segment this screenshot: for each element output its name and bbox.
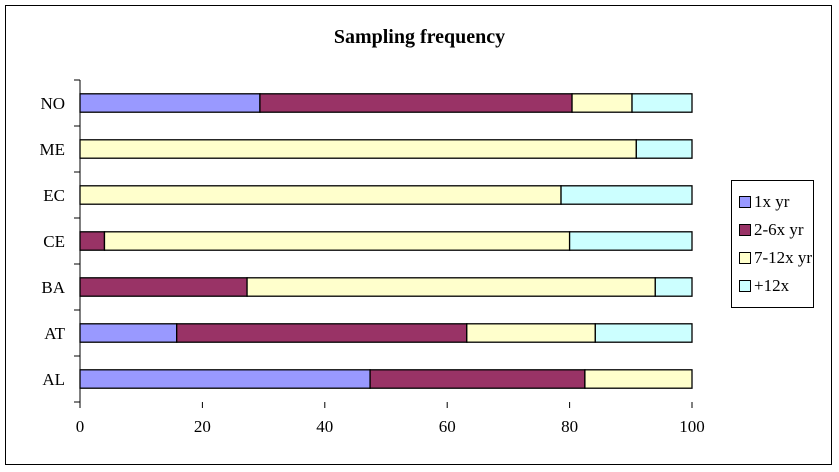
x-tick-label-100: 100 (679, 417, 705, 436)
x-tick-label-40: 40 (316, 417, 333, 436)
y-tick-label-me: ME (40, 140, 66, 159)
legend-label-2-6x-yr: 2-6x yr (754, 220, 804, 239)
y-tick-label-ce: CE (43, 232, 65, 251)
bar-ba-series-2 (246, 277, 656, 297)
x-tick-label-80: 80 (561, 417, 578, 436)
bar-no-series-1 (259, 93, 573, 113)
bar-ec-series-3 (560, 185, 693, 205)
y-tick-label-at: AT (44, 324, 65, 343)
legend-swatch-plus-12x (739, 280, 751, 292)
bar-at-series-2 (466, 323, 596, 343)
bar-ba-series-3 (654, 277, 693, 297)
bar-at-series-3 (594, 323, 693, 343)
bar-al-series-0 (79, 369, 371, 389)
y-tick-label-ec: EC (43, 186, 65, 205)
legend-item-1x-yr: 1x yr (739, 192, 790, 211)
legend: 1x yr 2-6x yr 7-12x yr +12x (731, 180, 814, 308)
legend-swatch-2-6x-yr (739, 224, 751, 236)
x-tick-label-0: 0 (76, 417, 85, 436)
bar-me-series-3 (635, 139, 693, 159)
x-tick-label-20: 20 (194, 417, 211, 436)
bar-no-series-3 (631, 93, 693, 113)
legend-label-plus-12x: +12x (754, 276, 790, 295)
bar-ce-series-3 (568, 231, 693, 251)
bar-al-series-2 (584, 369, 693, 389)
bar-no-series-2 (571, 93, 633, 113)
y-tick-label-no: NO (40, 94, 65, 113)
bar-ba-series-1 (79, 277, 248, 297)
legend-item-7-12x-yr: 7-12x yr (739, 248, 813, 267)
legend-item-2-6x-yr: 2-6x yr (739, 220, 804, 239)
legend-swatch-7-12x-yr (739, 252, 751, 264)
bar-al-series-1 (369, 369, 586, 389)
bar-ce-series-1 (79, 231, 106, 251)
bar-ce-series-2 (103, 231, 571, 251)
legend-label-1x-yr: 1x yr (754, 192, 790, 211)
x-tick-label-60: 60 (439, 417, 456, 436)
chart-title: Sampling frequency (333, 26, 506, 48)
bar-at-series-1 (176, 323, 468, 343)
bar-ec-series-2 (79, 185, 562, 205)
legend-swatch-1x-yr (739, 196, 751, 208)
y-tick-label-al: AL (42, 370, 65, 389)
bar-no-series-0 (79, 93, 261, 113)
legend-item-plus-12x: +12x (739, 276, 790, 295)
bar-at-series-0 (79, 323, 178, 343)
y-tick-label-ba: BA (41, 278, 65, 297)
bar-me-series-2 (79, 139, 637, 159)
legend-label-7-12x-yr: 7-12x yr (754, 248, 813, 267)
